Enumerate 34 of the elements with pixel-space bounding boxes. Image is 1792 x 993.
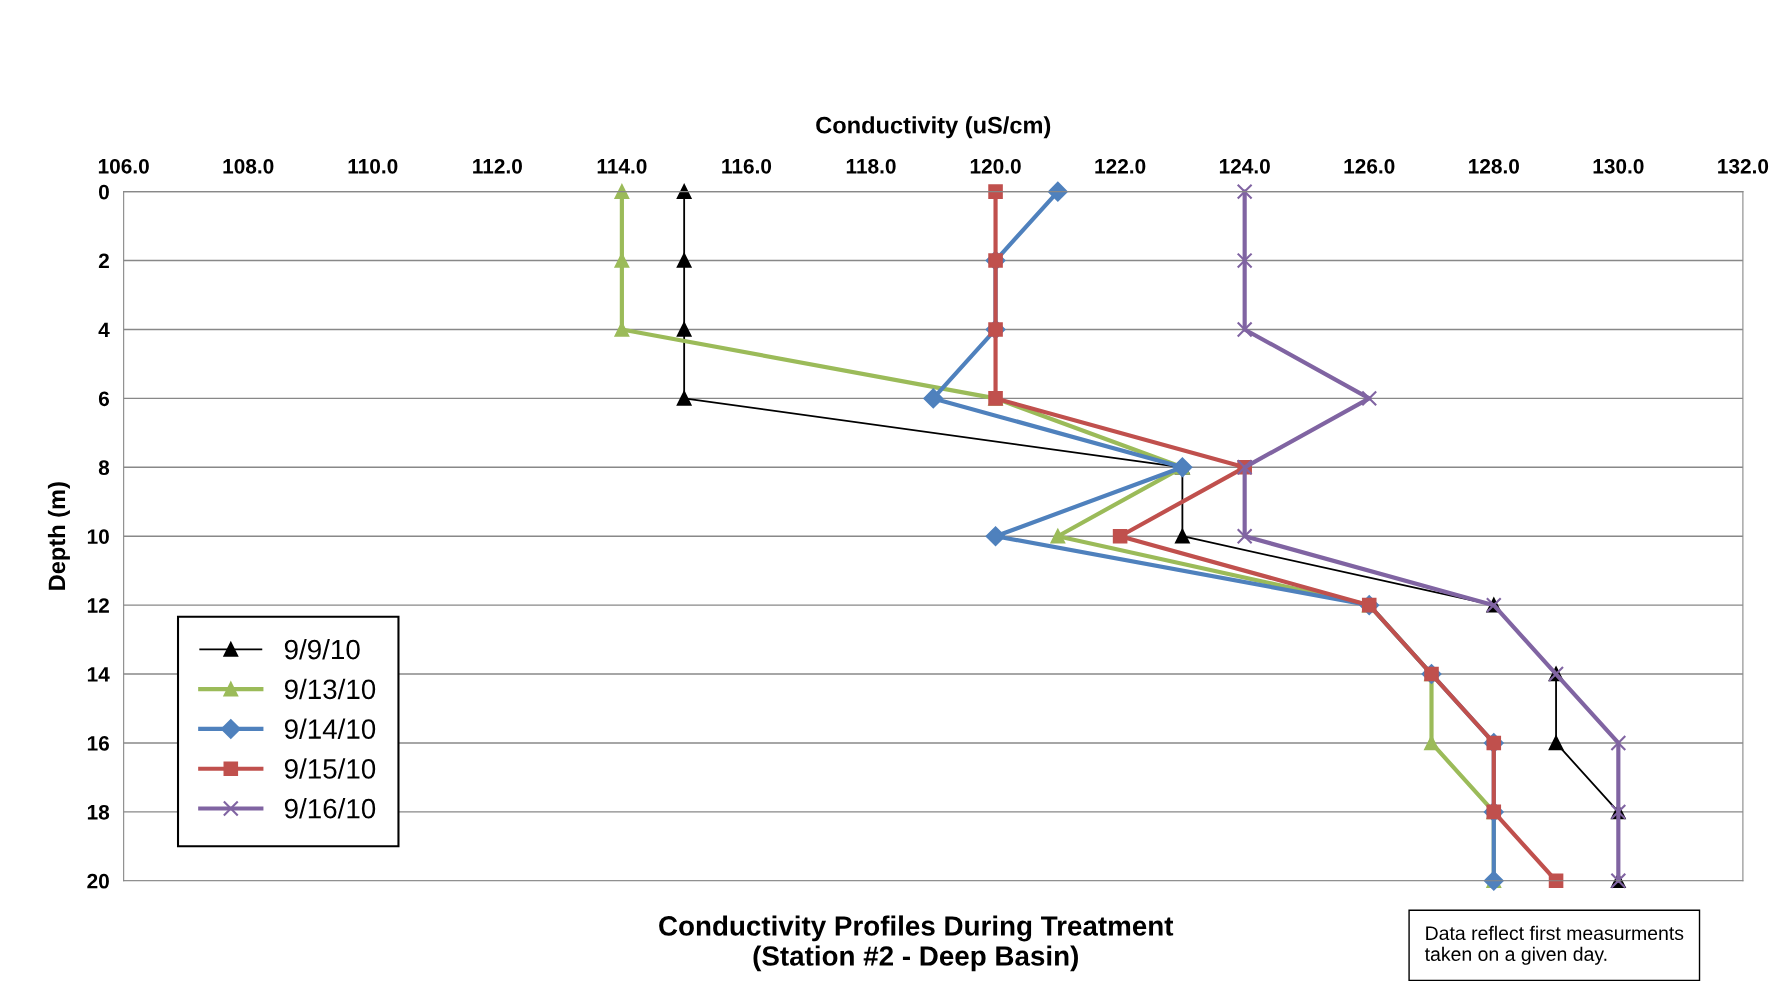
y-tick-label: 10 — [87, 529, 109, 544]
x-tick-label: 110.0 — [348, 158, 398, 174]
x-tick-label: 108.0 — [223, 158, 274, 174]
x-tick-label: 128.0 — [1469, 158, 1519, 174]
y-axis-title: Depth (m) — [47, 482, 70, 590]
text: Data reflect first measurments taken on a given day. — [1424, 925, 1684, 965]
y-tick-label: 8 — [98, 460, 110, 476]
x-tick-label: 118.0 — [846, 158, 896, 174]
y-tick-label: 18 — [87, 804, 110, 820]
y-tick-label: 20 — [87, 873, 109, 889]
x-tick-label: 132.0 — [1718, 158, 1769, 174]
y-tick-label: 0 — [99, 184, 109, 200]
x-tick-label: 116.0 — [722, 158, 772, 174]
y-tick-label: 12 — [87, 598, 109, 613]
y-tick-label: 6 — [98, 391, 110, 407]
x-axis-title: Conductivity (uS/cm) — [816, 116, 1051, 139]
y-tick-label: 4 — [98, 322, 110, 338]
x-tick-label: 122.0 — [1095, 158, 1146, 174]
x-tick-label: 130.0 — [1593, 158, 1644, 174]
x-tick-label: 124.0 — [1219, 158, 1270, 174]
y-tick-label: 2 — [98, 253, 109, 269]
x-tick-label: 114.0 — [597, 158, 647, 174]
text: Conductivity Profiles During Treatment (Station #2 - Deep Basin) — [659, 915, 1174, 972]
x-tick-label: 126.0 — [1344, 158, 1395, 174]
x-tick-label: 120.0 — [970, 158, 1021, 174]
y-tick-label: 14 — [87, 667, 110, 682]
y-tick-label: 16 — [87, 735, 110, 751]
legend-label: 9/15/10 — [284, 758, 376, 779]
legend-label: 9/13/10 — [284, 678, 376, 700]
legend-label: 9/9/10 — [284, 638, 360, 660]
x-tick-label: 112.0 — [473, 158, 522, 174]
legend-label: 9/14/10 — [284, 718, 376, 739]
legend-label: 9/16/10 — [284, 798, 376, 819]
x-tick-label: 106.0 — [98, 158, 149, 174]
